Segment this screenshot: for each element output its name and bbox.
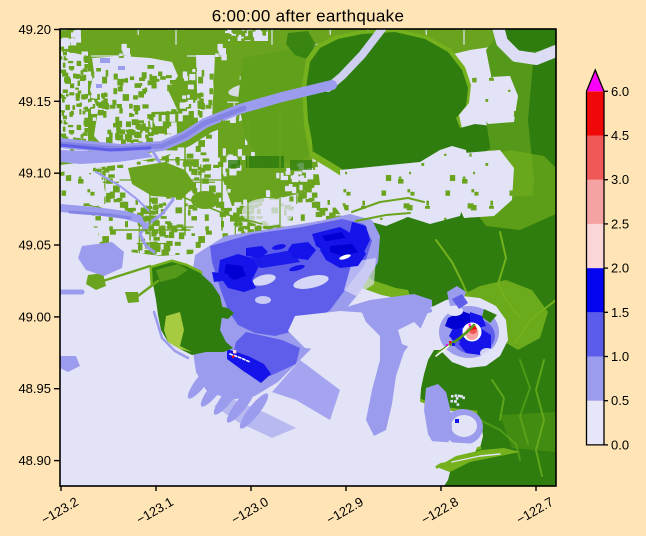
svg-text:49.20: 49.20 [18, 22, 51, 37]
svg-text:49.15: 49.15 [18, 94, 51, 109]
svg-text:1.5: 1.5 [611, 305, 629, 320]
svg-text:6.0: 6.0 [611, 84, 629, 99]
svg-text:3.0: 3.0 [611, 172, 629, 187]
svg-text:0.5: 0.5 [611, 393, 629, 408]
svg-text:6:00:00 after earthquake: 6:00:00 after earthquake [212, 7, 404, 26]
svg-text:2.0: 2.0 [611, 261, 629, 276]
svg-text:2.5: 2.5 [611, 216, 629, 231]
svg-text:4.5: 4.5 [611, 128, 629, 143]
svg-text:48.95: 48.95 [18, 381, 51, 396]
svg-text:49.10: 49.10 [18, 166, 51, 181]
svg-text:1.0: 1.0 [611, 349, 629, 364]
svg-text:48.90: 48.90 [18, 453, 51, 468]
svg-text:49.00: 49.00 [18, 309, 51, 324]
svg-text:49.05: 49.05 [18, 238, 51, 253]
svg-text:0.0: 0.0 [611, 437, 629, 452]
